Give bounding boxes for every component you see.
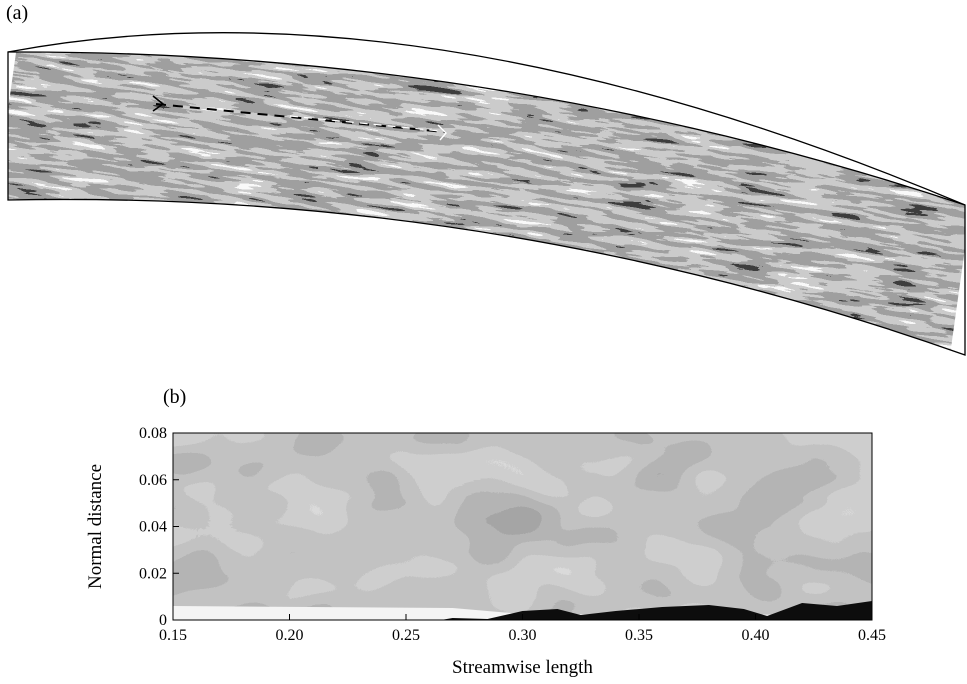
dashed-trajectory	[155, 103, 446, 133]
dashed-trajectory-highlight	[289, 115, 441, 132]
x-axis: 0.15 0.20 0.25 0.30 0.35 0.40 0.45	[159, 614, 886, 644]
heatmap-field	[173, 433, 872, 620]
x-tick-label: 0.45	[858, 627, 886, 644]
panel-b-label: (b)	[163, 386, 187, 408]
near-wall-dark-band	[440, 601, 872, 620]
x-axis-title: Streamwise length	[452, 657, 593, 678]
x-tick-label: 0.35	[625, 627, 653, 644]
x-tick-label: 0.25	[392, 627, 420, 644]
x-tick-label: 0.40	[742, 627, 770, 644]
trajectory-end-marker	[437, 124, 447, 141]
x-tick-label: 0.15	[159, 627, 187, 644]
y-axis: 0 0.02 0.04 0.06 0.08	[139, 425, 179, 629]
y-tick-label: 0.08	[139, 425, 167, 442]
panel-a-visualization	[7, 32, 966, 356]
y-tick-label: 0.02	[139, 565, 167, 582]
trajectory-start-marker	[152, 95, 165, 112]
y-tick-label: 0.04	[139, 519, 167, 536]
panel-a-label: (a)	[6, 2, 29, 24]
passage-outline	[7, 51, 966, 356]
x-tick-label: 0.20	[276, 627, 304, 644]
blade-outer-curve	[7, 32, 966, 206]
y-tick-label: 0.06	[139, 472, 167, 489]
x-tick-label: 0.30	[509, 627, 537, 644]
y-axis-title: Normal distance	[85, 464, 106, 589]
y-tick-label: 0	[159, 612, 167, 629]
